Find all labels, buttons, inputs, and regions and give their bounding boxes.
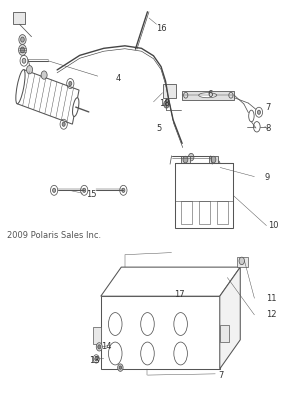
Circle shape — [118, 364, 123, 371]
Circle shape — [96, 343, 102, 351]
Bar — [174, 163, 233, 228]
Circle shape — [188, 153, 194, 161]
Ellipse shape — [141, 313, 154, 335]
Ellipse shape — [254, 122, 260, 132]
Bar — [199, 201, 210, 224]
Polygon shape — [17, 70, 79, 124]
Circle shape — [53, 188, 56, 192]
Bar — [181, 156, 190, 163]
Circle shape — [215, 161, 220, 168]
Circle shape — [83, 188, 86, 192]
Circle shape — [239, 257, 244, 265]
Circle shape — [215, 168, 220, 175]
Text: 8: 8 — [265, 124, 270, 133]
Circle shape — [21, 37, 24, 42]
Text: 7: 7 — [265, 103, 270, 112]
Circle shape — [257, 110, 261, 115]
Ellipse shape — [249, 110, 254, 122]
Circle shape — [211, 156, 216, 163]
Circle shape — [216, 170, 219, 173]
Ellipse shape — [174, 313, 187, 335]
Ellipse shape — [109, 313, 122, 335]
Ellipse shape — [141, 342, 154, 365]
Text: 4: 4 — [116, 74, 121, 83]
Text: 15: 15 — [86, 190, 96, 199]
Circle shape — [164, 101, 169, 108]
Text: 10: 10 — [268, 221, 278, 230]
Circle shape — [19, 45, 26, 55]
Circle shape — [41, 71, 47, 79]
Text: 13: 13 — [89, 356, 99, 365]
Text: 18: 18 — [160, 99, 170, 107]
Circle shape — [119, 366, 122, 369]
Circle shape — [69, 82, 72, 86]
Text: 12: 12 — [267, 311, 277, 319]
Text: 2009 Polaris Sales Inc.: 2009 Polaris Sales Inc. — [7, 232, 102, 240]
Circle shape — [216, 163, 219, 166]
Polygon shape — [93, 327, 101, 344]
Polygon shape — [101, 267, 240, 296]
Bar — [217, 201, 228, 224]
Text: 16: 16 — [157, 24, 167, 33]
Circle shape — [19, 35, 26, 45]
Bar — [181, 201, 192, 224]
Ellipse shape — [16, 69, 25, 104]
Polygon shape — [220, 267, 240, 369]
Circle shape — [62, 122, 65, 126]
Bar — [209, 156, 218, 163]
Circle shape — [20, 47, 25, 53]
Circle shape — [98, 345, 101, 349]
Circle shape — [95, 357, 98, 361]
Bar — [13, 12, 26, 24]
Circle shape — [183, 156, 188, 163]
Bar — [101, 296, 220, 369]
Text: 14: 14 — [101, 342, 111, 351]
Text: 9: 9 — [265, 173, 270, 182]
Ellipse shape — [174, 342, 187, 365]
Text: 17: 17 — [174, 290, 185, 298]
Circle shape — [22, 58, 26, 63]
Polygon shape — [220, 325, 229, 342]
Circle shape — [122, 188, 125, 192]
Text: 7: 7 — [218, 371, 224, 380]
Text: 11: 11 — [267, 294, 277, 303]
Ellipse shape — [199, 93, 217, 98]
Bar — [181, 91, 234, 100]
Circle shape — [26, 66, 33, 74]
Polygon shape — [237, 257, 248, 267]
Bar — [163, 84, 176, 98]
Text: 5: 5 — [157, 124, 162, 133]
Ellipse shape — [109, 342, 122, 365]
Ellipse shape — [73, 98, 79, 117]
Text: 6: 6 — [208, 90, 213, 99]
